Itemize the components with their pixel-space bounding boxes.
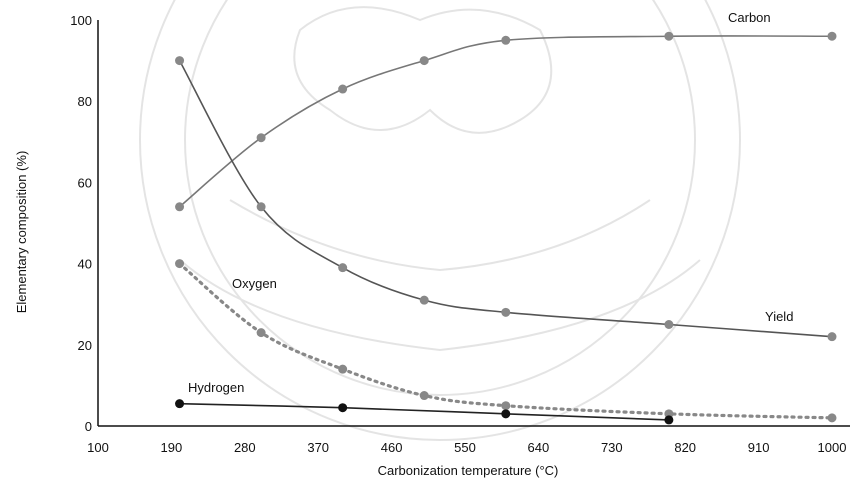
y-tick-label: 20 [78,338,92,353]
data-point-carbon [175,202,185,212]
data-point-hydrogen [664,415,674,425]
data-point-oxygen [419,391,429,401]
series-points [175,31,837,425]
data-point-hydrogen [338,403,348,413]
x-tick-label: 370 [307,440,329,455]
data-point-yield [338,263,348,273]
axes [97,20,850,427]
x-axis-title: Carbonization temperature (°C) [378,463,559,478]
data-point-yield [175,56,185,66]
x-tick-labels: 100 190 280 370 460 550 640 730 820 910 1000 [87,440,846,455]
x-tick-label: 190 [161,440,183,455]
series-line-carbon [179,35,833,208]
data-point-carbon [419,56,429,66]
x-tick-label: 910 [748,440,770,455]
series-label-hydrogen: Hydrogen [188,380,244,395]
x-tick-label: 1000 [818,440,847,455]
series-line-hydrogen [179,402,669,421]
x-tick-label: 640 [528,440,550,455]
watermark-seal [139,0,741,441]
data-point-yield [419,295,429,305]
x-tick-label: 100 [87,440,109,455]
data-point-carbon [338,84,348,94]
x-tick-label: 280 [234,440,256,455]
data-point-yield [501,307,511,317]
series-lines [177,35,834,421]
y-tick-label: 0 [85,419,92,434]
data-point-carbon [256,133,266,143]
y-tick-labels: 0 20 40 60 80 100 [70,13,92,434]
y-tick-label: 60 [78,175,92,190]
x-tick-label: 550 [454,440,476,455]
data-point-carbon [827,31,837,41]
x-tick-label: 820 [674,440,696,455]
series-label-oxygen: Oxygen [232,276,277,291]
data-point-oxygen [501,401,511,411]
data-point-oxygen [175,259,185,269]
y-tick-label: 100 [70,13,92,28]
data-point-carbon [664,31,674,41]
data-point-yield [664,320,674,329]
y-axis-title: Elementary composition (%) [14,151,29,314]
data-point-yield [256,202,266,212]
data-point-oxygen [256,328,266,338]
x-tick-label: 460 [381,440,403,455]
data-point-hydrogen [501,409,511,419]
data-point-yield [827,332,837,342]
y-tick-label: 80 [78,94,92,109]
data-point-oxygen [338,364,348,374]
data-point-oxygen [827,413,837,423]
x-tick-label: 730 [601,440,623,455]
series-label-carbon: Carbon [728,10,771,25]
y-tick-label: 40 [78,257,92,272]
series-label-yield: Yield [765,309,793,324]
data-point-carbon [501,35,511,45]
data-point-hydrogen [175,399,185,409]
